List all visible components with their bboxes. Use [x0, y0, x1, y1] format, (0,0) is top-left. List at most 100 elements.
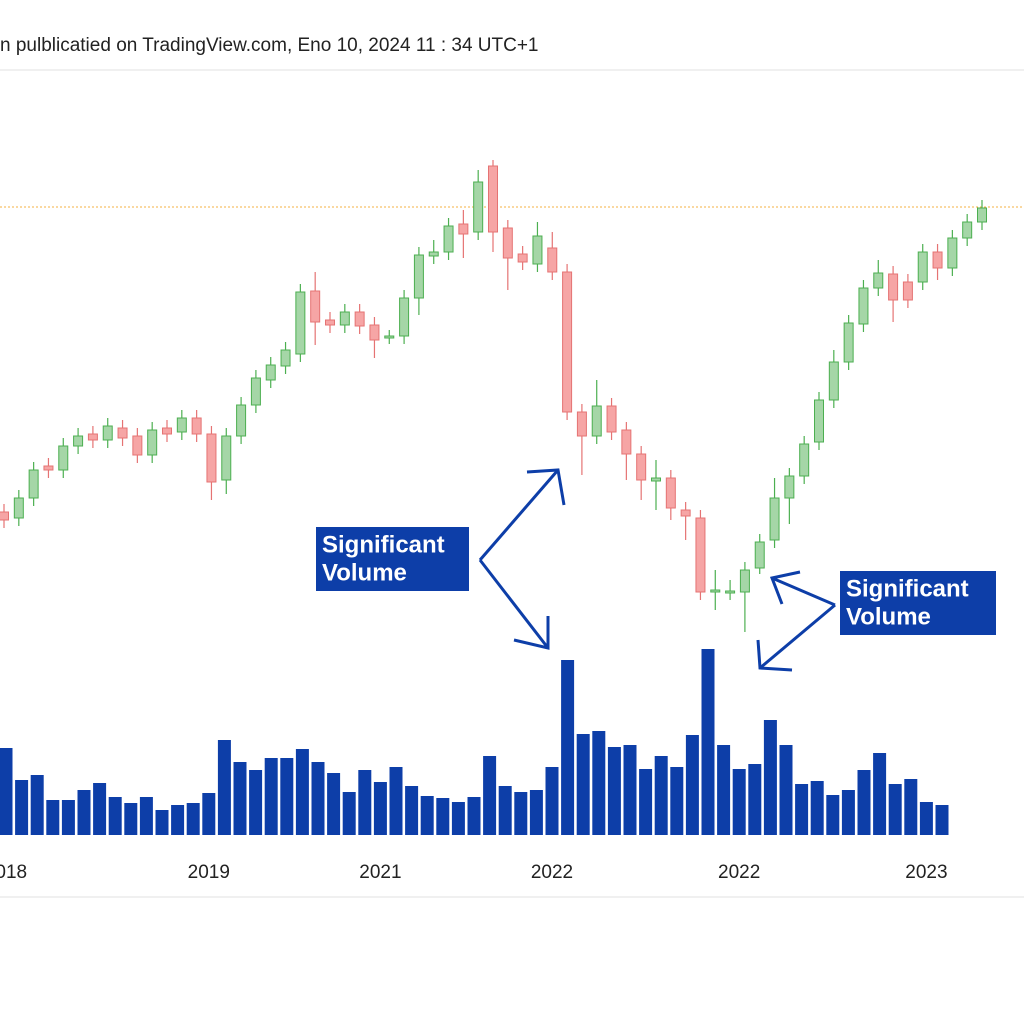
candle-body [769, 497, 780, 541]
candle-body [828, 361, 839, 401]
volume-bar [529, 790, 543, 835]
volume-bar [15, 780, 29, 835]
candle-body [147, 429, 158, 456]
volume-bar [171, 805, 185, 835]
volume-bar [342, 792, 356, 835]
candle-body [28, 469, 39, 499]
x-tick-label: 2023 [905, 862, 947, 883]
volume-bar [202, 793, 216, 835]
candle-body [695, 517, 706, 593]
volume-bar [389, 767, 403, 835]
volume-bar [405, 786, 419, 835]
candle-body [191, 417, 202, 435]
arrow [771, 576, 836, 607]
candle-body [858, 287, 869, 325]
volume-bar [779, 745, 793, 835]
candle-body [13, 497, 24, 519]
volume-bar [935, 805, 949, 835]
volume-pane: 2018 2019 2021 2022 2022 2023 [0, 649, 949, 883]
candle-body [547, 247, 558, 273]
volume-bar [155, 810, 169, 835]
volume-bar [561, 660, 575, 835]
annotation-bg [840, 571, 996, 635]
arrow-head [756, 639, 793, 672]
candle-body [117, 427, 128, 439]
annotation-text: Volume [846, 603, 931, 630]
candle-body [443, 225, 454, 253]
candle-body [458, 223, 469, 235]
candle-body [665, 477, 676, 509]
volume-bar [373, 782, 387, 835]
candle-body [384, 335, 395, 339]
volume-bar [763, 720, 777, 835]
candle-body [591, 405, 602, 437]
candle-body [562, 271, 573, 413]
volume-bar [498, 786, 512, 835]
candle-body [206, 433, 217, 483]
candle-body [621, 429, 632, 455]
volume-bar [295, 749, 309, 835]
volume-bar [623, 745, 637, 835]
volume-bar [717, 745, 731, 835]
volume-bar [217, 740, 231, 835]
volume-bar [732, 769, 746, 835]
volume-bar [685, 735, 699, 835]
candle-body [473, 181, 484, 233]
volume-bar [904, 779, 918, 835]
volume-bar [139, 797, 153, 835]
volume-bar [795, 784, 809, 835]
candle-body [932, 251, 943, 269]
volume-bar [841, 790, 855, 835]
arrow-head [513, 616, 550, 650]
volume-bar [264, 758, 278, 835]
volume-bar [576, 734, 590, 835]
candle-body [814, 399, 824, 443]
volume-bar [436, 798, 450, 835]
candle-body [651, 477, 661, 482]
volume-bar [873, 753, 887, 835]
volume-bar [108, 797, 122, 835]
annotation-text: Significant [846, 575, 969, 602]
candle-body [532, 235, 543, 265]
candle-body [843, 322, 854, 363]
volume-bar [124, 803, 138, 835]
volume-bar [93, 783, 107, 835]
volume-bar [311, 762, 325, 835]
candle-body [873, 272, 884, 289]
header-text: n pulblicatied on TradingView.com, Eno 1… [0, 35, 539, 56]
candle-body [0, 511, 9, 521]
candle-body [680, 509, 691, 517]
candle-body [739, 569, 750, 593]
candle-body [339, 311, 350, 326]
candle-body [488, 165, 498, 233]
candle-body [428, 251, 439, 257]
candle-body [58, 445, 69, 471]
volume-bar [514, 792, 528, 835]
volume-bar [420, 796, 434, 835]
candle-body [102, 425, 113, 441]
annotation-text: Volume [322, 559, 407, 586]
candle-body [947, 237, 958, 269]
price-pane [0, 160, 1024, 632]
candle-body [754, 541, 765, 569]
volume-bar [249, 770, 263, 835]
arrow [759, 603, 836, 670]
candle-body [606, 405, 617, 433]
volume-bar [467, 797, 481, 835]
volume-bar [607, 747, 621, 835]
candle-body [265, 364, 276, 381]
annotation-bg [316, 527, 469, 591]
annotation-box: Significant Volume [840, 571, 996, 635]
candle-body [725, 590, 736, 594]
volume-bar [358, 770, 372, 835]
x-tick-label: 2022 [531, 862, 573, 883]
x-tick-label: 2018 [0, 862, 27, 883]
annotation [478, 468, 836, 672]
header: n pulblicatied on TradingView.com, Eno 1… [0, 35, 1024, 71]
candle-body [413, 254, 424, 299]
volume-bar [46, 800, 60, 835]
volume-bar [857, 770, 871, 835]
volume-bar [30, 775, 44, 835]
candle-body [280, 349, 291, 367]
